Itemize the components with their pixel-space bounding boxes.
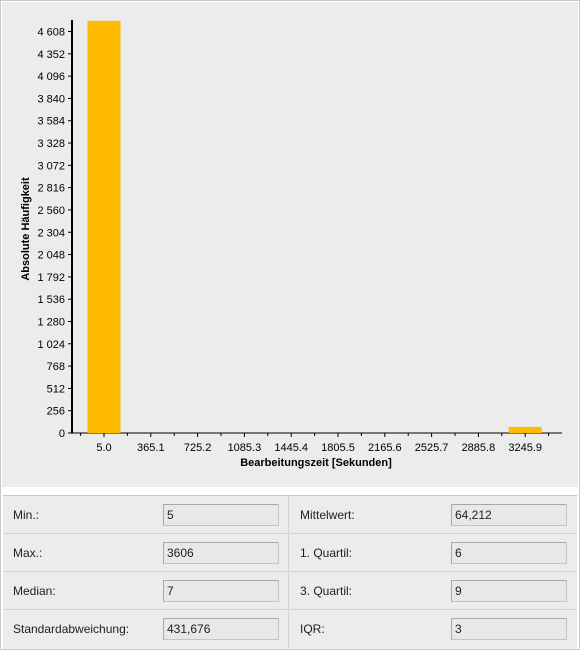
y-tick-label: 2 560 bbox=[37, 205, 65, 217]
x-tick-label: 1805.5 bbox=[321, 442, 355, 454]
stat-value-q3[interactable]: 9 bbox=[451, 580, 567, 602]
y-tick-label: 1 024 bbox=[37, 339, 65, 351]
stat-value-iqr[interactable]: 3 bbox=[451, 618, 567, 640]
histogram-chart: 0 256 512 768 1 024 1 280 1 536 1 792 2 048 2 304… bbox=[20, 20, 562, 469]
x-tick-label: 5.0 bbox=[96, 442, 111, 454]
stat-label-median: Median: bbox=[13, 584, 56, 598]
y-tick-label: 2 304 bbox=[37, 227, 65, 239]
x-axis-title: Bearbeitungszeit [Sekunden] bbox=[240, 457, 392, 469]
stat-label-max: Max.: bbox=[13, 546, 43, 560]
y-tick-label: 0 bbox=[59, 428, 65, 440]
stat-row-stddev: Standardabweichung: 431,676 bbox=[3, 610, 289, 648]
y-tick-label: 4 096 bbox=[37, 71, 65, 83]
x-tick-label: 3245.9 bbox=[508, 442, 542, 454]
stat-row-mean: Mittelwert: 64,212 bbox=[290, 496, 577, 534]
x-tick-label: 2885.8 bbox=[462, 442, 496, 454]
histogram-bar bbox=[508, 426, 542, 433]
chart-panel: 0 256 512 768 1 024 1 280 1 536 1 792 2 048 2 304… bbox=[2, 2, 578, 487]
stat-row-q3: 3. Quartil: 9 bbox=[290, 572, 577, 610]
y-tick-label: 768 bbox=[47, 361, 65, 373]
stat-label-min: Min.: bbox=[13, 508, 40, 522]
stat-value-mean[interactable]: 64,212 bbox=[451, 504, 567, 526]
x-tick-label: 2525.7 bbox=[415, 442, 449, 454]
stat-label-stddev: Standardabweichung: bbox=[13, 622, 130, 636]
y-tick-label: 256 bbox=[47, 406, 65, 418]
x-tick-label: 725.2 bbox=[184, 442, 212, 454]
y-tick-label: 4 608 bbox=[37, 27, 65, 39]
stat-row-iqr: IQR: 3 bbox=[290, 610, 577, 648]
stat-label-mean: Mittelwert: bbox=[300, 508, 355, 522]
y-tick-label: 3 072 bbox=[37, 160, 65, 172]
stat-row-q1: 1. Quartil: 6 bbox=[290, 534, 577, 572]
y-tick-label: 1 280 bbox=[37, 316, 65, 328]
y-tick-label: 3 328 bbox=[37, 138, 65, 150]
stat-value-median[interactable]: 7 bbox=[163, 580, 279, 602]
stat-value-stddev[interactable]: 431,676 bbox=[163, 618, 279, 640]
y-tick-label: 512 bbox=[47, 383, 65, 395]
y-tick-label: 2 816 bbox=[37, 183, 65, 195]
y-tick-label: 3 584 bbox=[37, 116, 65, 128]
stat-row-median: Median: 7 bbox=[3, 572, 289, 610]
stat-row-min: Min.: 5 bbox=[3, 496, 289, 534]
statistics-panel: Min.: 5 Mittelwert: 64,212 Max.: 3606 1.… bbox=[3, 495, 577, 649]
stat-label-q1: 1. Quartil: bbox=[300, 546, 353, 560]
y-tick-label: 4 352 bbox=[37, 49, 65, 61]
stat-label-iqr: IQR: bbox=[300, 622, 325, 636]
x-tick-label: 1085.3 bbox=[228, 442, 262, 454]
stat-value-min[interactable]: 5 bbox=[163, 504, 279, 526]
stat-value-max[interactable]: 3606 bbox=[163, 542, 279, 564]
x-tick-label: 1445.4 bbox=[274, 442, 308, 454]
stat-row-max: Max.: 3606 bbox=[3, 534, 289, 572]
y-tick-label: 1 536 bbox=[37, 294, 65, 306]
histogram-bar bbox=[87, 20, 121, 433]
x-tick-label: 365.1 bbox=[137, 442, 165, 454]
y-tick-label: 3 840 bbox=[37, 93, 65, 105]
y-tick-label: 2 048 bbox=[37, 250, 65, 262]
y-axis-title: Absolute Häufigkeit bbox=[20, 177, 32, 281]
stat-value-q1[interactable]: 6 bbox=[451, 542, 567, 564]
stat-label-q3: 3. Quartil: bbox=[300, 584, 353, 598]
x-tick-label: 2165.6 bbox=[368, 442, 402, 454]
y-tick-label: 1 792 bbox=[37, 272, 65, 284]
